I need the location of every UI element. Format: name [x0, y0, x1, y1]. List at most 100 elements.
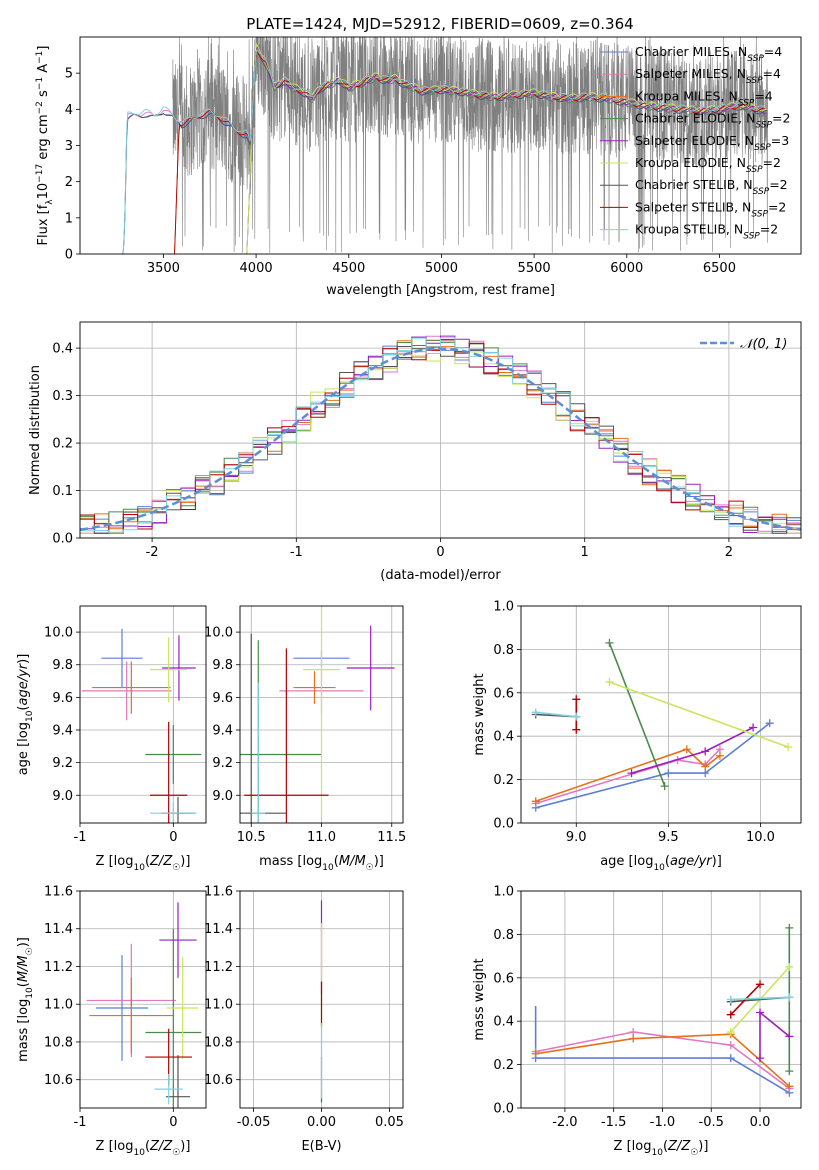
y-tick-label: 0.6: [493, 971, 514, 986]
label-part: =4: [764, 44, 782, 59]
label-part: age [log: [16, 722, 31, 775]
y-tick-label: 1.0: [493, 600, 514, 615]
weight-point-marker: [664, 769, 673, 778]
label-part: =4: [754, 88, 772, 103]
label-part: Kroupa MILES, N: [635, 88, 738, 103]
y-tick-label: 11.0: [204, 998, 233, 1013]
legend-entry: Chabrier ELODIE, NSSP=2: [635, 111, 790, 131]
x-tick-label: 9.0: [566, 830, 587, 845]
weight-point-marker: [785, 962, 794, 971]
y-tick-label: 0.0: [493, 1102, 514, 1117]
label-part: ]: [36, 46, 51, 51]
weight-point-marker: [572, 695, 581, 704]
label-part: 10: [36, 183, 51, 200]
label-part: −2: [35, 101, 45, 114]
legend-entry: Kroupa ELODIE, NSSP=2: [635, 155, 781, 175]
weight-point-marker: [660, 782, 669, 791]
y-tick-label: 0.8: [493, 928, 514, 943]
y-axis-label: age [log10(age/yr)]: [16, 654, 35, 776]
weight-point-marker: [605, 677, 614, 686]
figure-title: PLATE=1424, MJD=52912, FIBERID=0609, z=0…: [246, 15, 633, 33]
legend-entry: Chabrier MILES, NSSP=4: [635, 44, 782, 64]
label-part: =2: [763, 155, 781, 170]
y-axis-label: mass [log10(M/M☉)]: [16, 937, 35, 1062]
x-tick-label: 0.05: [375, 1115, 404, 1130]
label-part: Z/: [149, 854, 165, 869]
x-tick-label: -1: [290, 545, 303, 560]
legend-entry: Salpeter MILES, NSSP=4: [635, 66, 781, 86]
x-tick-label: 2: [725, 545, 733, 560]
label-part: SSP: [753, 187, 770, 197]
weight-series-line: [535, 748, 721, 805]
x-axis-label: mass [log10(M/M☉)]: [259, 854, 384, 873]
x-tick-label: 5000: [425, 261, 458, 276]
y-axis-label: Flux [fλ10−17 erg cm−2 s−1 A−1]: [35, 46, 55, 246]
label-part: SSP: [743, 232, 760, 242]
legend-entry: Salpeter ELODIE, NSSP=3: [635, 133, 789, 153]
y-tick-label: 11.4: [204, 922, 233, 937]
label-part: =3: [771, 133, 789, 148]
age_vs_mass-frame: [239, 605, 404, 824]
model-spectrum-line: [122, 48, 768, 254]
label-part: −1: [35, 51, 45, 64]
label-part: =2: [768, 199, 786, 214]
label-part: erg cm: [36, 114, 51, 163]
label-part: age/yr: [16, 662, 31, 705]
label-part: Z [log: [96, 1139, 134, 1154]
weight-point-marker: [726, 1054, 735, 1063]
label-part: 10: [651, 1148, 663, 1158]
label-part: −1: [35, 77, 45, 90]
mass_vs_Z-frame: [79, 890, 207, 1109]
x-tick-label: 6000: [610, 261, 643, 276]
label-part: )]: [16, 937, 31, 947]
label-part: M/: [16, 965, 31, 982]
weight-point-marker: [726, 995, 735, 1004]
x-tick-label: 0: [169, 1115, 177, 1130]
x-tick-label: -2: [146, 545, 159, 560]
weight-point-marker: [785, 993, 794, 1002]
weight-point-marker: [785, 1032, 794, 1041]
model-spectrum-line: [122, 48, 768, 254]
label-part: )]: [698, 1139, 708, 1154]
label-part: Z/: [149, 1139, 165, 1154]
weight-point-marker: [756, 1054, 765, 1063]
x-tick-label: -1.0: [650, 1115, 675, 1130]
label-part: SSP: [751, 209, 768, 219]
mass_vs_EBV-frame: [239, 890, 404, 1109]
label-part: =4: [763, 66, 781, 81]
label-part: =2: [760, 222, 778, 237]
x-tick-label: 0.0: [750, 1115, 771, 1130]
weight-point-marker: [627, 769, 636, 778]
label-part: Z: [162, 854, 173, 869]
weight-point-marker: [605, 638, 614, 647]
label-part: ☉: [366, 863, 374, 873]
x-tick-label: 5500: [518, 261, 551, 276]
label-part: SSP: [747, 54, 764, 64]
weight-point-marker: [682, 745, 691, 754]
y-tick-label: 1.0: [493, 885, 514, 900]
x-axis-label: Z [log10(Z/Z☉)]: [96, 1139, 191, 1158]
y-tick-label: 9.6: [52, 691, 73, 706]
y-tick-label: 11.0: [44, 998, 73, 1013]
weight_vs_age-frame: [520, 605, 802, 824]
y-tick-label: 10.0: [204, 626, 233, 641]
label-part: )]: [180, 854, 190, 869]
x-tick-label: 9.5: [658, 830, 679, 845]
label-part: (: [334, 854, 339, 869]
y-tick-label: 4: [65, 103, 73, 118]
y-tick-label: 11.4: [44, 922, 73, 937]
label-part: SSP: [738, 98, 755, 108]
label-part: Kroupa ELODIE, N: [635, 155, 746, 170]
weight-point-marker: [572, 712, 581, 721]
label-part: E(B-V): [301, 1139, 341, 1154]
gaussian-curve: [79, 347, 802, 531]
y-tick-label: 9.6: [212, 691, 233, 706]
weight-point-marker: [701, 747, 710, 756]
x-tick-label: 11.0: [307, 830, 336, 845]
spectrum-frame: [79, 36, 802, 255]
label-part: Flux [f: [36, 204, 51, 245]
weight-point-marker: [784, 743, 793, 752]
y-tick-label: 2: [65, 175, 73, 190]
y-tick-label: 0.2: [493, 1058, 514, 1073]
